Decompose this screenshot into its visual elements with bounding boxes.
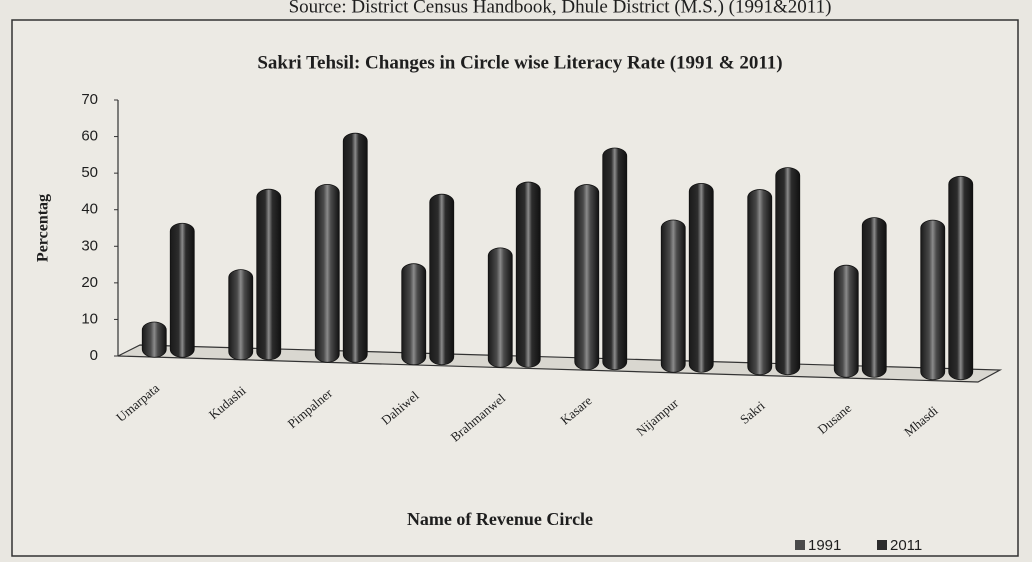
y-tick-label: 40 — [81, 201, 98, 218]
bar — [342, 132, 368, 363]
bar — [660, 219, 686, 373]
x-axis-label: Name of Revenue Circle — [407, 509, 593, 529]
bar — [228, 269, 254, 361]
y-tick-label: 30 — [81, 237, 98, 254]
y-tick-label: 50 — [81, 164, 98, 181]
legend-label: 2011 — [890, 537, 922, 554]
chart-title: Sakri Tehsil: Changes in Circle wise Lit… — [257, 52, 782, 73]
y-tick-label: 70 — [81, 91, 98, 108]
legend-swatch — [795, 540, 805, 550]
bar — [920, 219, 946, 381]
legend-swatch — [877, 540, 887, 550]
y-axis-label: Percentag — [35, 194, 52, 262]
bar — [487, 247, 513, 368]
bar — [429, 193, 455, 366]
bar — [833, 264, 859, 378]
bar — [574, 184, 600, 371]
y-tick-label: 10 — [81, 310, 98, 327]
y-tick-label: 60 — [81, 128, 98, 145]
bar — [314, 183, 340, 363]
source-note: Source: District Census Handbook, Dhule … — [289, 0, 832, 17]
bar — [256, 188, 282, 361]
bar — [948, 175, 974, 381]
bar — [602, 147, 628, 371]
bar — [775, 167, 801, 376]
bar — [688, 182, 714, 373]
y-tick-label: 0 — [90, 347, 98, 364]
bar — [141, 321, 167, 358]
bar — [401, 263, 427, 366]
y-tick-label: 20 — [81, 274, 98, 291]
bar — [861, 217, 887, 378]
bar — [747, 189, 773, 376]
legend-label: 1991 — [808, 537, 841, 554]
bar — [515, 181, 541, 368]
bar — [169, 222, 195, 358]
